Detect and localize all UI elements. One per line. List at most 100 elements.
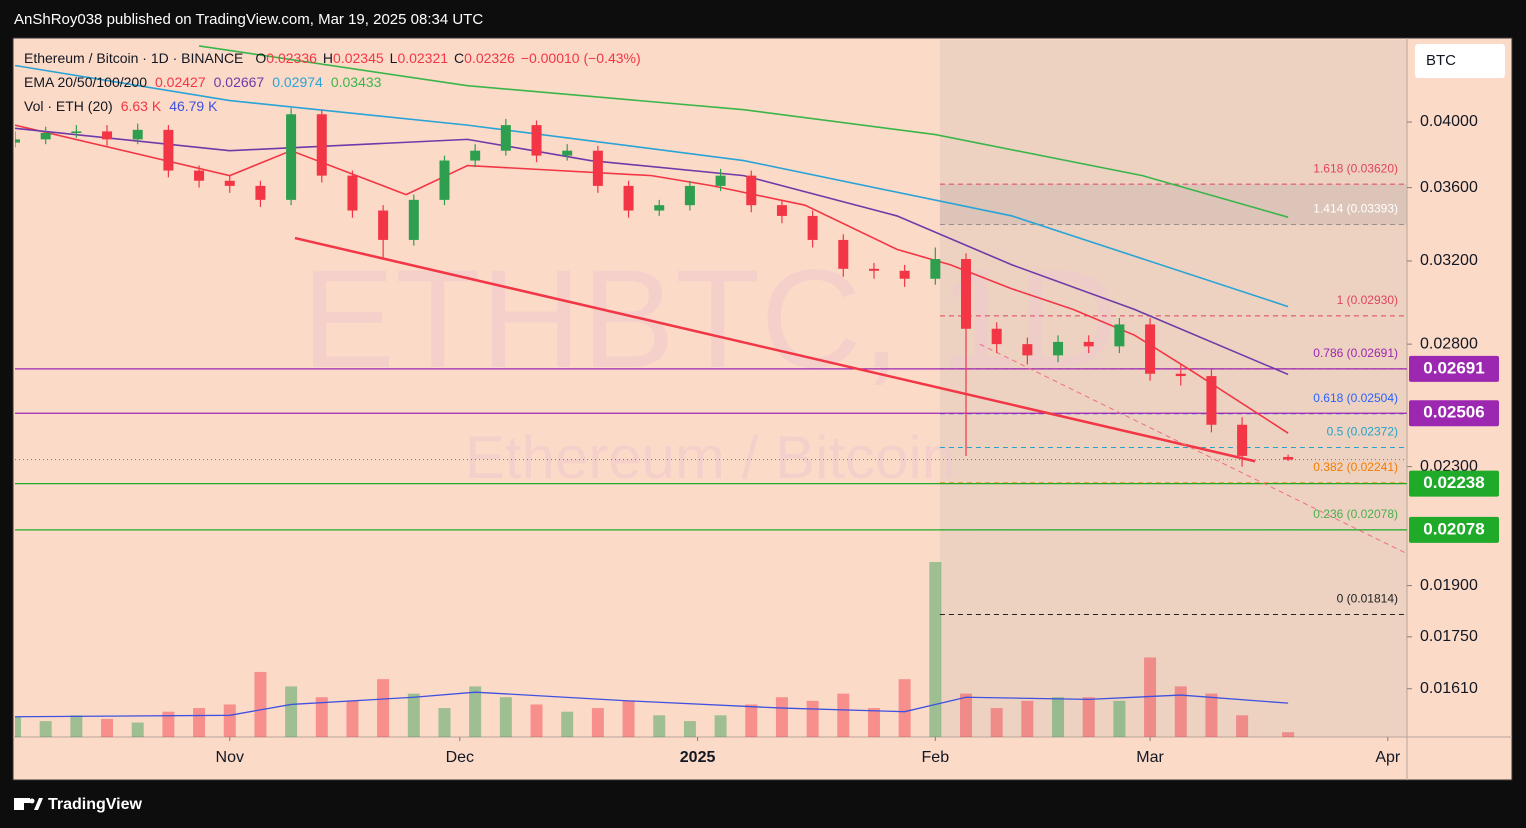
volume-bar <box>653 715 666 737</box>
volume-bar <box>15 716 21 737</box>
level-tag-label: 0.02238 <box>1423 473 1484 492</box>
volume-bar <box>254 671 267 737</box>
ohlc-letter: L <box>390 50 398 66</box>
candle-body <box>838 239 849 269</box>
volume-bar <box>806 700 819 737</box>
ema-value: 0.03433 <box>331 74 382 90</box>
candle-body <box>500 125 511 151</box>
volume-bar <box>193 708 206 737</box>
fib-label: 0.786 (0.02691) <box>1313 346 1398 360</box>
level-tag-label: 0.02506 <box>1423 403 1484 422</box>
volume-bar <box>499 697 512 737</box>
ohlc-value: 0.02326 <box>464 50 515 66</box>
watermark: ETHBTC, 1D <box>302 240 1119 397</box>
candle-body <box>286 114 297 200</box>
ohlc-letter: C <box>454 50 464 66</box>
volume-bar <box>162 711 175 737</box>
volume-bar <box>1236 715 1249 737</box>
candle-body <box>1206 376 1217 425</box>
brand-logo <box>14 798 43 810</box>
ema-line <box>198 45 1289 218</box>
candle-body <box>1022 344 1033 356</box>
volume-bar <box>591 708 604 737</box>
candle-body <box>776 205 787 216</box>
trendline <box>294 236 1256 463</box>
level-tag-label: 0.02078 <box>1423 519 1484 538</box>
ohlc-value: 0.02345 <box>333 50 384 66</box>
candle-body <box>1053 341 1064 356</box>
candle-body <box>746 175 757 206</box>
fib-label: 0.5 (0.02372) <box>1327 425 1398 439</box>
candle-body <box>71 131 82 134</box>
plot <box>15 45 1407 737</box>
currency[interactable]: BTC <box>1426 52 1456 69</box>
volume-bar <box>1113 700 1126 737</box>
x-tick-label: Nov <box>216 749 244 766</box>
volume-ma-value: 46.79 K <box>169 98 218 114</box>
volume-bar <box>1205 693 1218 737</box>
ohlc-letter: H <box>323 50 333 66</box>
candle-body <box>930 259 941 279</box>
fib-label: 1.618 (0.03620) <box>1313 161 1398 175</box>
candle-body <box>1145 324 1156 374</box>
currency-box[interactable] <box>1415 44 1505 78</box>
candle-body <box>868 268 879 271</box>
candle-body <box>684 185 695 206</box>
volume-bar <box>438 708 451 737</box>
candle-body <box>562 150 573 156</box>
x-tick-label: Apr <box>1375 749 1401 766</box>
level-tag <box>1409 400 1499 427</box>
candle-body <box>715 175 726 186</box>
y-tick-label: 0.01610 <box>1420 680 1478 697</box>
y-tick-label: 0.04000 <box>1420 113 1478 130</box>
fib-label: 0 (0.01814) <box>1337 592 1398 606</box>
legend-volume: Vol · ETH (20) 6.63 K 46.79 K <box>24 98 218 114</box>
candle-body <box>378 210 389 240</box>
volume-bar <box>131 722 144 737</box>
ema-value: 0.02427 <box>155 74 206 90</box>
volume-bar <box>530 704 543 737</box>
candle-body <box>316 114 327 176</box>
volume-bar <box>223 704 236 737</box>
y-tick-label: 0.02800 <box>1420 335 1478 352</box>
volume-bar <box>622 700 635 737</box>
candle-body <box>807 215 818 240</box>
volume-value: 6.63 K <box>121 98 162 114</box>
shaded-zone <box>940 40 1407 737</box>
volume-bar <box>1144 657 1157 737</box>
candle-body <box>163 129 174 171</box>
candle-body <box>1237 424 1248 456</box>
candle-body <box>408 199 419 240</box>
volume-ma <box>15 691 1289 718</box>
fib-label: 0.236 (0.02078) <box>1313 507 1398 521</box>
volume-bar <box>898 679 911 737</box>
x-tick-label: Dec <box>446 749 474 766</box>
ema-line <box>15 127 1289 376</box>
volume-bar <box>1282 732 1295 737</box>
ema-value: 0.02974 <box>272 74 323 90</box>
candle-body <box>961 259 972 329</box>
ohlc-letter: O <box>255 50 266 66</box>
candle-body <box>592 150 603 186</box>
candle-body <box>1175 373 1186 377</box>
level-tag <box>1409 516 1499 543</box>
volume-bar <box>1174 686 1187 737</box>
candle-body <box>347 175 358 211</box>
candle-body <box>132 129 143 140</box>
ohlc-value: 0.02336 <box>266 50 317 66</box>
y-tick-label: 0.01750 <box>1420 628 1478 645</box>
volume-bar <box>683 721 696 737</box>
y-tick-label: 0.02300 <box>1420 458 1478 475</box>
volume-bar <box>929 562 942 737</box>
candle-body <box>40 133 51 140</box>
candle-body <box>899 270 910 279</box>
volume-bar <box>775 697 788 737</box>
candle-body <box>15 139 20 143</box>
candle-body <box>255 185 266 200</box>
symbol: Ethereum / Bitcoin · 1D · BINANCE <box>24 50 243 66</box>
level-tag <box>1409 470 1499 497</box>
volume-bar <box>1021 700 1034 737</box>
candle-body <box>439 160 450 200</box>
